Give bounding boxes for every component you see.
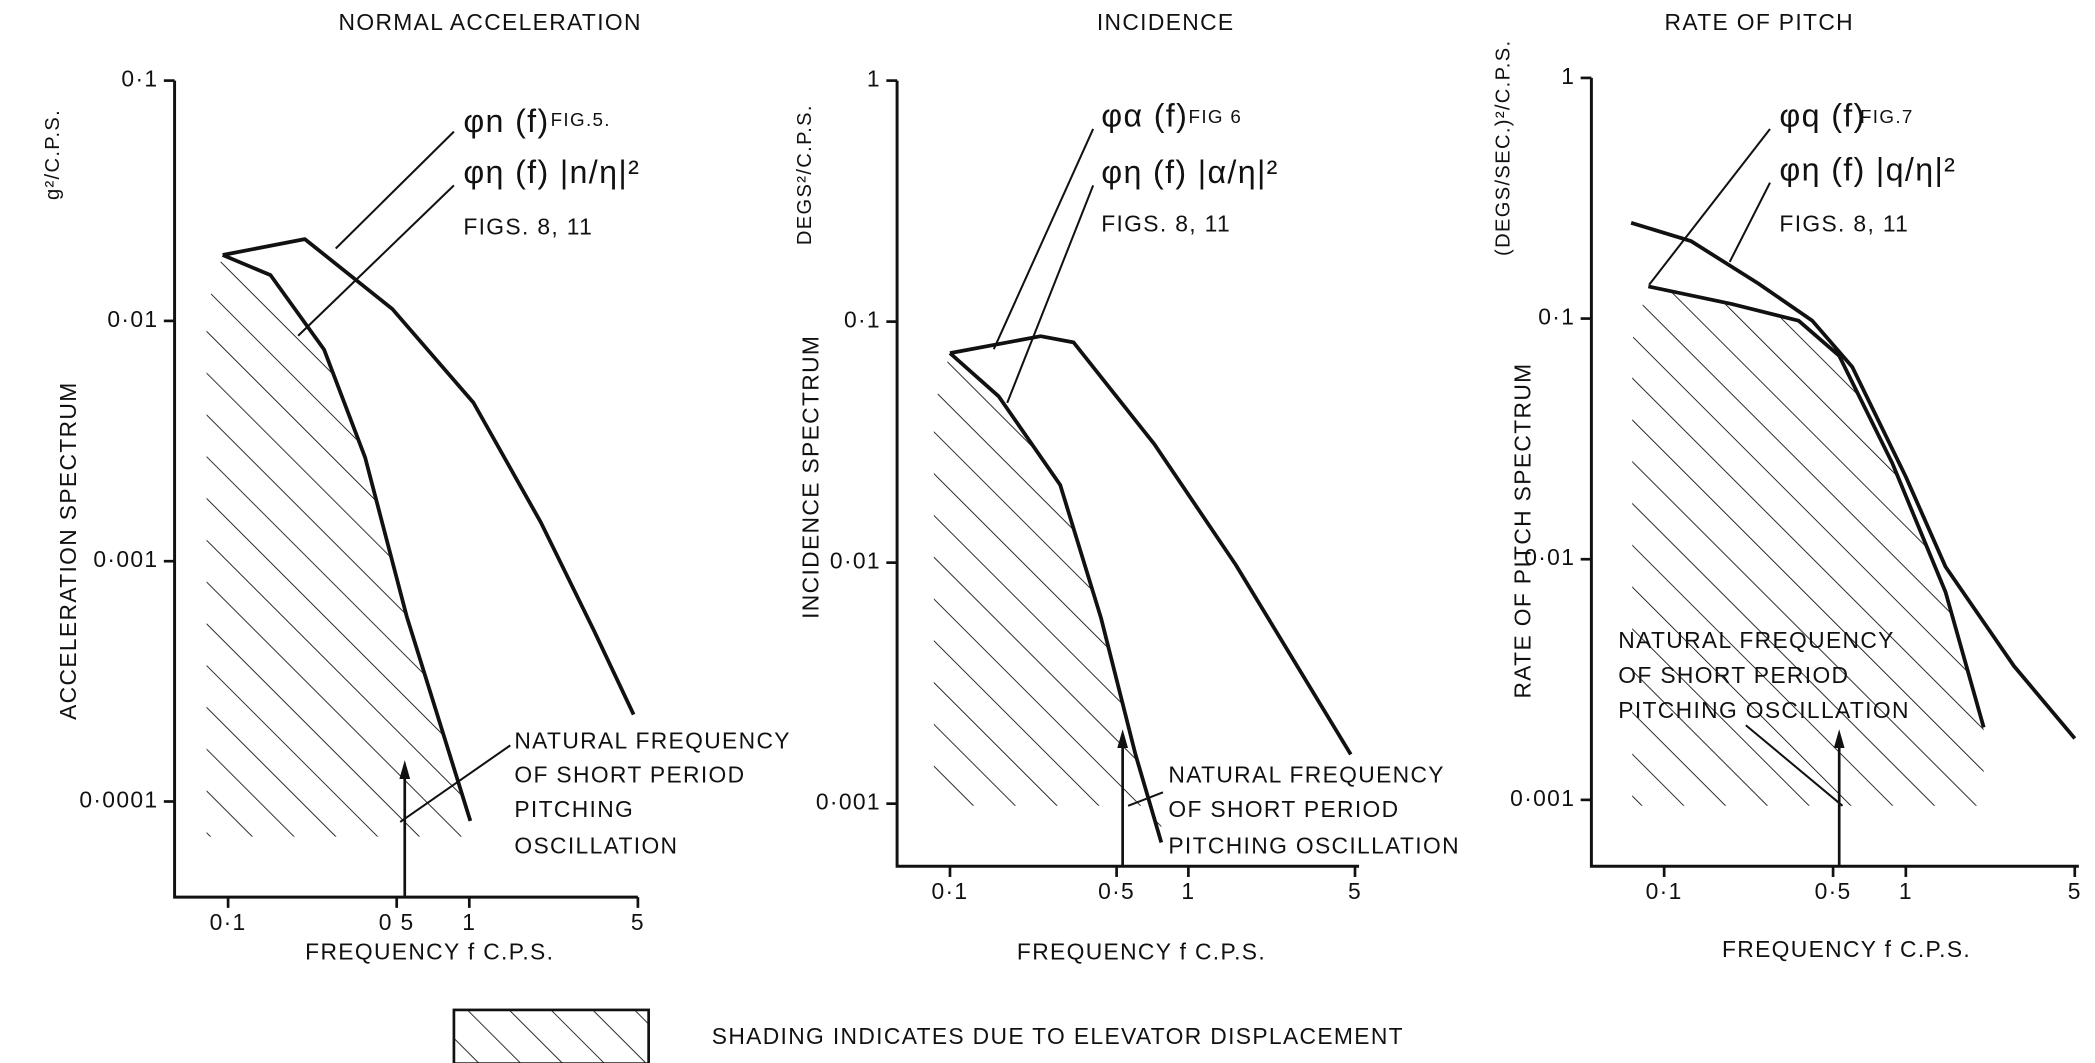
y-axis-label: INCIDENCE SPECTRUM — [798, 335, 824, 619]
annotation: OF SHORT PERIOD — [514, 761, 745, 787]
annotation: NATURAL FREQUENCY — [514, 728, 791, 754]
y-tick-label: 0·0001 — [79, 787, 158, 813]
series-label: φη (f) |n/η|² — [463, 154, 640, 190]
annotation: FIG.7 — [1860, 106, 1914, 127]
leader-line — [1728, 182, 1771, 263]
x-tick-label: 1 — [1181, 878, 1195, 904]
leader-line — [1745, 724, 1844, 807]
curve — [221, 253, 473, 822]
x-tick-label: 0·1 — [210, 909, 247, 935]
x-tick-label: 5 — [1348, 878, 1362, 904]
arrow-head — [1117, 729, 1129, 749]
legend-swatch — [452, 1008, 650, 1063]
series-label: φq (f) — [1779, 98, 1865, 134]
y-axis-label: RATE OF PITCH SPECTRUM — [1509, 362, 1535, 698]
x-tick-label: 0 5 — [379, 909, 415, 935]
shading — [206, 255, 471, 837]
y-tick-label: 0·01 — [830, 548, 881, 574]
annotation: PITCHING — [514, 796, 634, 822]
shading — [1632, 286, 1984, 806]
axis — [1589, 77, 2079, 868]
annotation: FIGS. 8, 11 — [1779, 211, 1909, 237]
x-tick-label: 5 — [631, 909, 645, 935]
x-tick-label: 1 — [462, 909, 476, 935]
y-tick-label: 0·001 — [93, 546, 158, 572]
annotation: OSCILLATION — [514, 832, 678, 858]
series-label: φn (f) — [463, 103, 549, 139]
x-axis-label: FREQUENCY f C.P.S. — [1722, 936, 1971, 962]
x-axis-label: FREQUENCY f C.P.S. — [305, 939, 554, 965]
x-tick-label: 5 — [2068, 878, 2082, 904]
chart-title: RATE OF PITCH — [1664, 9, 1854, 35]
axis — [173, 80, 638, 899]
x-tick-label: 0·5 — [1815, 878, 1852, 904]
leader-line — [1006, 184, 1095, 404]
x-tick-label: 0·1 — [931, 878, 968, 904]
arrow-head — [1833, 729, 1845, 749]
annotation: PITCHING OSCILLATION — [1168, 832, 1460, 858]
chart-title: NORMAL ACCELERATION — [339, 9, 642, 35]
y-axis-unit: (DEGS/SEC.)²/C.P.S. — [1492, 40, 1514, 256]
y-tick-label: 0·1 — [844, 307, 881, 333]
y-tick-label: 0·1 — [121, 66, 158, 92]
leader-line — [399, 744, 511, 823]
curve — [949, 334, 1353, 756]
series-label: φη (f) |α/η|² — [1101, 154, 1279, 190]
y-tick-label: 0·1 — [1538, 304, 1575, 330]
axis — [895, 80, 1360, 868]
leader-line — [335, 130, 455, 250]
annotation: PITCHING OSCILLATION — [1618, 697, 1910, 723]
annotation: OF SHORT PERIOD — [1168, 796, 1399, 822]
x-axis-label: FREQUENCY f C.P.S. — [1017, 939, 1266, 965]
series-label: φη (f) |q/η|² — [1779, 151, 1956, 187]
leader-line — [1127, 791, 1164, 807]
curve — [1630, 221, 2077, 740]
x-tick-label: 0·5 — [1098, 878, 1135, 904]
arrow-head — [399, 760, 411, 779]
annotation: FIGS. 8, 11 — [1101, 211, 1231, 237]
annotation: OF SHORT PERIOD — [1618, 662, 1849, 688]
leader-line — [992, 128, 1095, 350]
curve — [222, 237, 636, 716]
annotation: NATURAL FREQUENCY — [1618, 627, 1895, 653]
y-axis-unit: DEGS²/C.P.S. — [794, 104, 816, 245]
leader-line — [297, 184, 455, 337]
x-tick-label: 1 — [1899, 878, 1913, 904]
y-tick-label: 0·001 — [1510, 785, 1575, 811]
y-axis-unit: g²/C.P.S. — [42, 109, 64, 200]
y-tick-label: 0·001 — [816, 789, 881, 815]
chart-title: INCIDENCE — [1097, 9, 1235, 35]
y-axis-label: ACCELERATION SPECTRUM — [55, 381, 81, 720]
annotation: FIG 6 — [1189, 106, 1243, 127]
leader-line — [1648, 128, 1771, 286]
annotation: FIG.5. — [551, 109, 611, 130]
y-tick-label: 0·01 — [107, 306, 158, 332]
annotation: NATURAL FREQUENCY — [1168, 761, 1445, 787]
annotation: FIGS. 8, 11 — [463, 213, 593, 239]
y-tick-label: 1 — [1561, 63, 1575, 89]
footnote: SHADING INDICATES DUE TO ELEVATOR DISPLA… — [712, 1023, 1404, 1049]
y-tick-label: 0·01 — [1524, 544, 1575, 570]
curve — [948, 351, 1164, 844]
y-tick-label: 1 — [867, 66, 881, 92]
shading — [933, 353, 1162, 843]
series-label: φα (f) — [1101, 98, 1188, 134]
curve — [1647, 284, 1986, 728]
x-tick-label: 0·1 — [1646, 878, 1683, 904]
